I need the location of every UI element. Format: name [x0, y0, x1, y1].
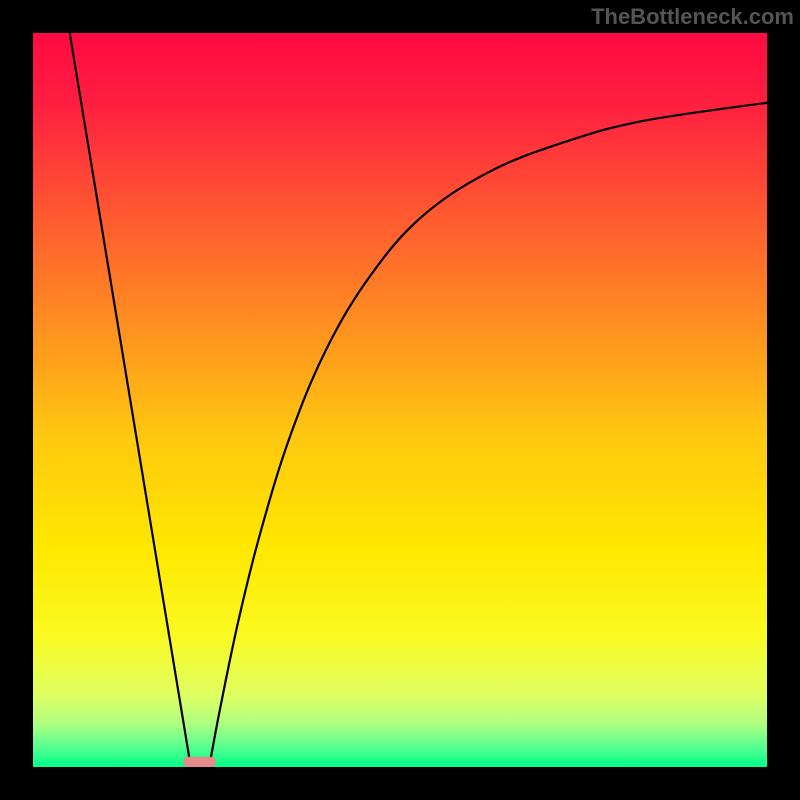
plot-background-gradient [33, 33, 767, 767]
chart-container: TheBottleneck.com [0, 0, 800, 800]
bottleneck-chart [0, 0, 800, 800]
optimal-marker [183, 757, 216, 767]
watermark-text: TheBottleneck.com [591, 4, 794, 30]
